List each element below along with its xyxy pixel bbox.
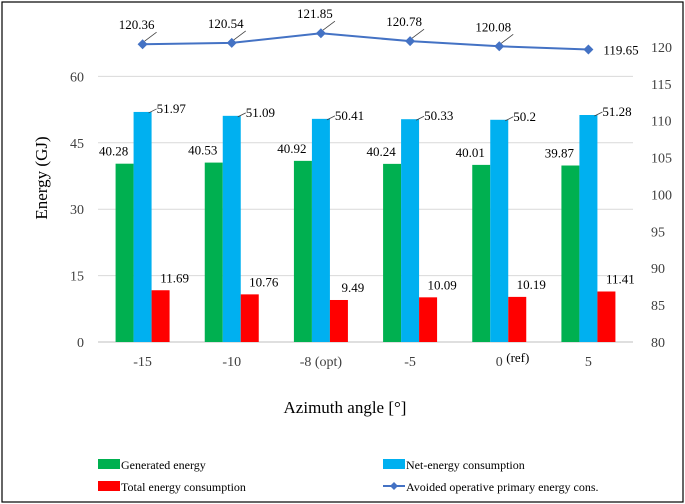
bar	[401, 119, 420, 342]
data-label: 51.09	[246, 105, 275, 120]
x-tick-annotation: (ref)	[506, 350, 529, 365]
legend-label: Net-energy consumption	[406, 458, 525, 472]
y2-tick-label: 105	[651, 152, 672, 167]
leader-line	[326, 115, 336, 121]
data-label: 120.08	[475, 19, 511, 34]
data-label: 120.78	[386, 14, 422, 29]
legend-swatch	[383, 459, 405, 469]
y-axis-title: Energy (GJ)	[32, 136, 51, 219]
bar	[151, 290, 170, 342]
bar	[115, 163, 134, 342]
y-tick-label: 60	[70, 70, 84, 85]
leader-line	[505, 116, 514, 122]
data-label: 10.76	[249, 274, 279, 289]
y-tick-label: 45	[70, 137, 84, 152]
bar	[311, 118, 330, 342]
leader-line	[594, 111, 603, 117]
data-label: 40.53	[188, 143, 217, 158]
data-label: 40.24	[366, 144, 396, 159]
data-label: 40.28	[99, 144, 128, 159]
bar	[222, 115, 241, 342]
y2-tick-label: 115	[651, 78, 671, 93]
data-label: 120.36	[119, 17, 155, 32]
data-label: 10.19	[517, 277, 546, 292]
x-tick-label: 0	[496, 355, 503, 370]
y-tick-label: 30	[70, 203, 84, 218]
legend-label: Generated energy	[121, 458, 206, 472]
data-label: 119.65	[603, 42, 638, 57]
data-label: 10.09	[427, 277, 456, 292]
leader-line	[411, 28, 425, 39]
leader-line	[415, 115, 425, 121]
line-marker	[583, 44, 594, 55]
bar	[240, 294, 259, 342]
bar	[133, 111, 152, 342]
bar	[472, 164, 491, 342]
x-tick-label: -15	[133, 355, 152, 370]
bar	[561, 165, 580, 342]
legend-label: Avoided operative primary energy cons.	[406, 480, 599, 494]
y2-tick-label: 85	[651, 299, 665, 314]
leader-line	[233, 30, 246, 41]
bar	[597, 291, 616, 342]
leader-line	[144, 31, 157, 42]
x-tick-label: 5	[585, 355, 592, 370]
y2-tick-label: 110	[651, 115, 671, 130]
bar	[293, 160, 312, 342]
legend-swatch	[98, 459, 120, 469]
data-label: 121.85	[297, 6, 333, 21]
bar	[383, 163, 402, 342]
y2-tick-label: 100	[651, 188, 672, 203]
data-label: 11.41	[606, 271, 635, 286]
line-marker	[137, 39, 148, 50]
y-tick-label: 0	[77, 336, 84, 351]
x-tick-label: -5	[404, 355, 416, 370]
leader-line	[322, 20, 336, 31]
data-label: 50.33	[424, 108, 453, 123]
leader-line	[237, 112, 246, 118]
bar	[419, 297, 438, 342]
x-axis-title: Azimuth angle [°]	[284, 398, 407, 417]
y2-tick-label: 90	[651, 262, 665, 277]
y2-tick-label: 80	[651, 336, 665, 351]
data-label: 51.97	[157, 101, 187, 116]
data-label: 9.49	[342, 280, 365, 295]
data-label: 11.69	[160, 270, 189, 285]
data-label: 40.92	[277, 141, 306, 156]
legend-marker	[390, 482, 398, 490]
data-label: 40.01	[456, 145, 485, 160]
bar	[490, 119, 509, 342]
data-label: 120.54	[208, 16, 244, 31]
line-marker	[226, 37, 237, 48]
leader-line	[148, 108, 157, 114]
legend-swatch	[98, 481, 120, 491]
x-tick-label: -8 (opt)	[300, 355, 343, 370]
data-label: 51.28	[602, 104, 631, 119]
data-label: 39.87	[545, 146, 575, 161]
bar	[204, 162, 223, 342]
y2-tick-label: 95	[651, 225, 665, 240]
data-label: 50.2	[513, 109, 536, 124]
bar	[329, 299, 348, 342]
line-marker	[315, 28, 326, 39]
line-marker	[494, 41, 505, 52]
data-label: 50.41	[335, 108, 364, 123]
y-tick-label: 15	[70, 270, 84, 285]
x-tick-label: -10	[222, 355, 241, 370]
series-line	[142, 32, 589, 51]
line-marker	[405, 36, 416, 47]
bar	[508, 296, 527, 342]
legend-label: Total energy consumption	[121, 480, 246, 494]
y2-tick-label: 120	[651, 41, 672, 56]
leader-line	[501, 33, 514, 44]
bar	[579, 115, 598, 342]
